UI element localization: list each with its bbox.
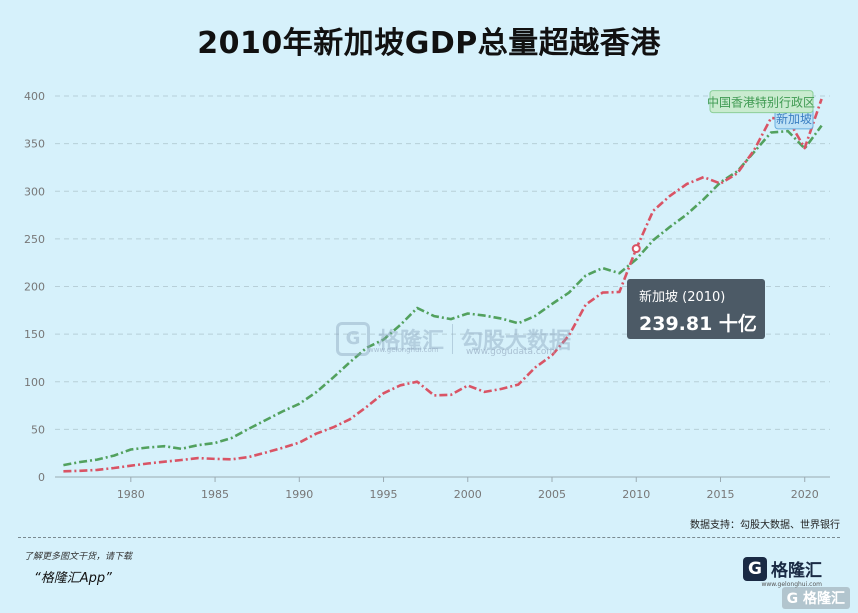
watermark-right: 勾股大数据 — [461, 329, 572, 354]
brand-g-icon: G — [743, 556, 767, 581]
y-tick-label: 300 — [24, 185, 45, 198]
chart-title: 2010年新加坡GDP总量超越香港 — [197, 26, 661, 61]
y-tick-label: 100 — [24, 376, 45, 389]
watermark-divider — [452, 324, 454, 354]
x-tick-label: 2020 — [791, 488, 819, 501]
brand-name: 格隆汇 — [771, 561, 822, 581]
data-tooltip: 新加坡 (2010) 239.81 十亿 — [627, 279, 765, 339]
footer-divider — [18, 537, 840, 538]
tooltip-value: 239.81 十亿 — [639, 313, 757, 335]
watermark: G 格隆汇 勾股大数据 — [336, 322, 571, 356]
series-line-singapore — [63, 98, 823, 473]
x-tick-label: 1985 — [201, 488, 229, 501]
y-tick-label: 0 — [38, 471, 45, 484]
brand-logo: G 格隆汇 — [743, 556, 822, 581]
footer-app-name: “格隆汇App” — [34, 571, 112, 586]
series-label-hongkong: 中国香港特别行政区 — [707, 95, 815, 110]
series-label-hongkong-box — [709, 90, 814, 114]
x-tick-label: 2000 — [454, 488, 482, 501]
watermark-left-url: www.gelonghui.com — [368, 346, 439, 354]
series-line-hongkong — [63, 124, 823, 467]
x-tick-label: 2005 — [538, 488, 566, 501]
tooltip-series-year: 新加坡 (2010) — [639, 290, 726, 305]
y-tick-label: 400 — [24, 90, 45, 103]
footer-note: 了解更多图文干货，请下载 — [24, 552, 133, 562]
x-tick-label: 2015 — [706, 488, 734, 501]
watermark-right-url: www.gogudata.com — [466, 347, 555, 357]
watermark-logo-icon: G — [336, 322, 370, 356]
corner-watermark-logo: G 格隆汇 — [781, 587, 850, 609]
x-tick-label: 1980 — [117, 488, 145, 501]
x-tick-label: 1990 — [285, 488, 313, 501]
y-tick-label: 50 — [31, 423, 45, 436]
y-tick-label: 350 — [24, 138, 45, 151]
x-tick-label: 2010 — [622, 488, 650, 501]
brand-url: www.gelonghui.com — [761, 581, 822, 588]
watermark-left: 格隆汇 — [378, 329, 445, 354]
y-tick-label: 200 — [24, 281, 45, 294]
series-label-singapore: 新加坡 — [776, 111, 812, 126]
y-tick-label: 150 — [24, 328, 45, 341]
source-note: 数据支持：勾股大数据、世界银行 — [690, 520, 840, 531]
highlight-point — [631, 244, 641, 254]
y-tick-label: 250 — [24, 233, 45, 246]
x-tick-label: 1995 — [370, 488, 398, 501]
